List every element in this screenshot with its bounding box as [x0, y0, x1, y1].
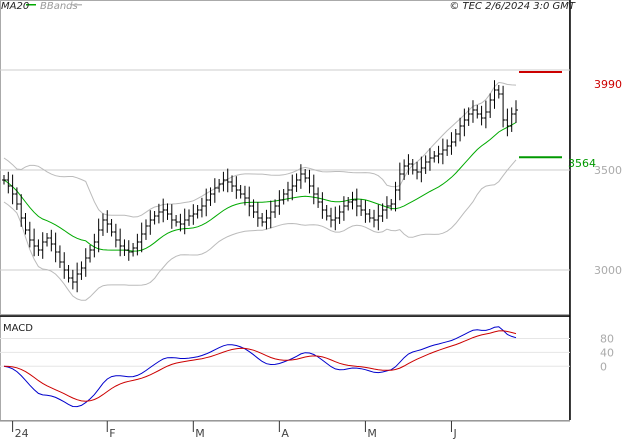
grid-lines: [0, 69, 570, 367]
y-tick-label: 3500: [594, 164, 622, 177]
bband-lower: [3, 159, 517, 301]
bollinger-bands: [3, 81, 517, 301]
support-label: 3564: [568, 157, 596, 170]
x-tick-label: J: [452, 427, 456, 440]
legend-bbands-label: BBands: [40, 1, 78, 12]
ma20-line: [3, 122, 517, 252]
legend-ma-label: MA20: [1, 1, 29, 12]
x-tick-label: M: [195, 427, 205, 440]
price-bars: [2, 80, 518, 293]
signal-line: [3, 330, 517, 402]
macd-lines: [3, 326, 517, 408]
macd-y-tick-label: 80: [600, 333, 614, 346]
timestamp: © TEC 2/6/2024 3:0 GMT: [449, 1, 576, 12]
macd-y-tick-label: 40: [600, 346, 614, 359]
level-lines: [519, 71, 562, 159]
x-tick-label: A: [281, 427, 289, 440]
macd-y-tick-label: 0: [600, 360, 607, 373]
macd-title: MACD: [3, 323, 33, 334]
y-tick-label: 3000: [594, 264, 622, 277]
x-tick-label: M: [367, 427, 377, 440]
bband-upper: [3, 81, 517, 218]
x-tick-label: 24: [15, 427, 29, 440]
resistance-label: 3990: [594, 78, 622, 91]
legend-bbands-swatch: [72, 4, 82, 6]
x-tick-label: F: [109, 427, 115, 440]
moving-average-line: [3, 122, 517, 252]
legend-ma-swatch: [26, 4, 36, 6]
macd-panel-frame: [0, 316, 570, 421]
macd-line: [3, 326, 517, 408]
x-axis-ticks: 24 F M A M J: [12, 421, 457, 440]
